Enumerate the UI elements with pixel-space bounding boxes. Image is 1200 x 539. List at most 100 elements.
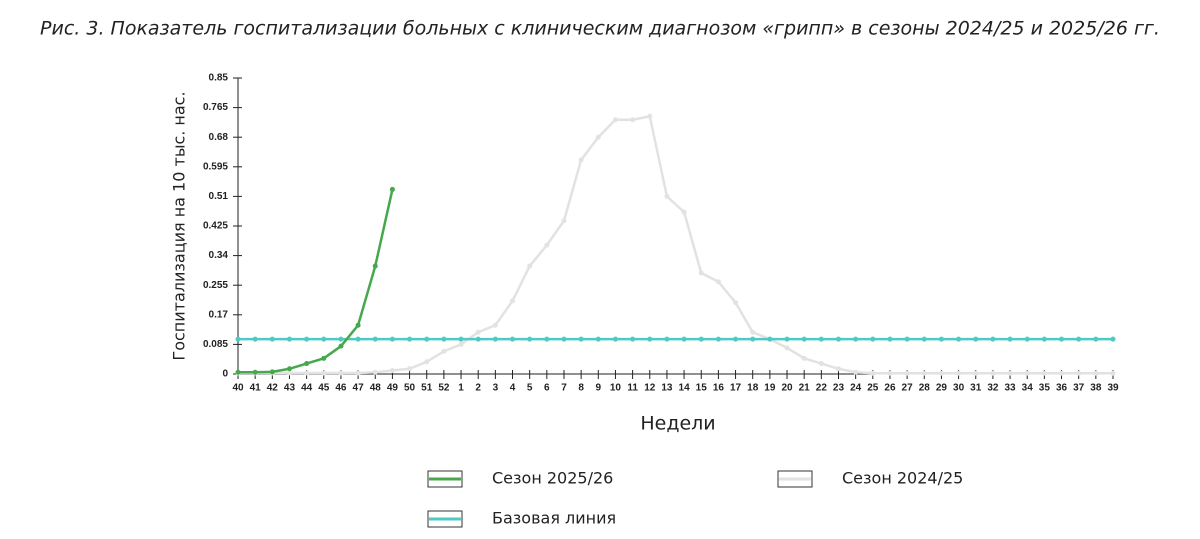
x-tick-label: 23 — [833, 383, 845, 394]
point — [355, 322, 361, 328]
x-tick-label: 39 — [1107, 383, 1119, 394]
point — [338, 336, 344, 342]
point — [475, 336, 481, 342]
point — [1110, 336, 1116, 342]
x-tick-label: 49 — [387, 383, 399, 394]
x-tick-label: 48 — [370, 383, 382, 394]
point — [630, 336, 636, 342]
point — [1024, 336, 1030, 342]
x-tick-label: 45 — [318, 383, 330, 394]
point — [956, 336, 962, 342]
point — [1093, 336, 1099, 342]
point — [458, 341, 464, 347]
point — [527, 263, 533, 269]
x-tick-label: 30 — [953, 383, 965, 394]
point — [921, 370, 927, 376]
x-tick-label: 12 — [644, 383, 656, 394]
point — [904, 336, 910, 342]
point — [1059, 370, 1065, 376]
x-tick-label: 25 — [867, 383, 879, 394]
x-tick-label: 31 — [970, 383, 982, 394]
point — [407, 366, 413, 372]
legend-label: Сезон 2024/25 — [842, 469, 963, 488]
point — [492, 336, 498, 342]
point — [853, 336, 859, 342]
x-tick-label: 22 — [816, 383, 828, 394]
y-tick-label: 0.34 — [209, 250, 229, 261]
point — [595, 134, 601, 140]
legend-label: Базовая линия — [492, 509, 616, 528]
point — [304, 361, 310, 367]
point — [870, 370, 876, 376]
point — [1007, 336, 1013, 342]
point — [698, 270, 704, 276]
point — [1059, 336, 1065, 342]
x-tick-label: 52 — [438, 383, 450, 394]
point — [355, 336, 361, 342]
point — [235, 336, 241, 342]
x-tick-label: 2 — [475, 383, 481, 394]
point — [441, 336, 447, 342]
point — [338, 370, 344, 376]
point — [1007, 370, 1013, 376]
point — [681, 209, 687, 215]
y-tick-label: 0.85 — [209, 73, 229, 84]
point — [372, 263, 378, 269]
x-tick-label: 28 — [919, 383, 931, 394]
point — [407, 336, 413, 342]
point — [921, 336, 927, 342]
y-tick-label: 0.68 — [209, 132, 229, 143]
x-tick-label: 20 — [781, 383, 793, 394]
point — [544, 336, 550, 342]
point — [818, 336, 824, 342]
point — [544, 242, 550, 248]
point — [1076, 336, 1082, 342]
point — [715, 279, 721, 285]
y-tick-label: 0.425 — [203, 221, 228, 232]
point — [647, 113, 653, 119]
point — [286, 366, 292, 372]
point — [321, 336, 327, 342]
point — [990, 336, 996, 342]
point — [389, 186, 395, 192]
point — [304, 370, 310, 376]
point — [561, 336, 567, 342]
x-tick-label: 13 — [661, 383, 673, 394]
point — [835, 336, 841, 342]
point — [1076, 370, 1082, 376]
x-tick-label: 27 — [902, 383, 914, 394]
x-tick-label: 17 — [730, 383, 742, 394]
point — [1110, 370, 1116, 376]
point — [801, 336, 807, 342]
x-axis-label: Недели — [640, 413, 715, 435]
x-tick-label: 36 — [1056, 383, 1068, 394]
point — [835, 366, 841, 372]
point — [389, 368, 395, 374]
point — [372, 336, 378, 342]
point — [286, 336, 292, 342]
x-tick-label: 46 — [335, 383, 347, 394]
x-tick-label: 4 — [510, 383, 516, 394]
point — [938, 336, 944, 342]
y-tick-label: 0 — [222, 369, 228, 380]
point — [235, 369, 241, 375]
point — [510, 298, 516, 304]
point — [630, 117, 636, 123]
x-tick-label: 1 — [458, 383, 464, 394]
x-tick-label: 16 — [713, 383, 725, 394]
chart-title: Рис. 3. Показатель госпитализации больны… — [40, 18, 1160, 40]
legend-label: Сезон 2025/26 — [492, 469, 613, 488]
x-tick-label: 29 — [936, 383, 948, 394]
point — [578, 336, 584, 342]
point — [424, 336, 430, 342]
point — [355, 370, 361, 376]
point — [1093, 370, 1099, 376]
point — [715, 336, 721, 342]
x-tick-label: 35 — [1039, 383, 1051, 394]
x-tick-label: 10 — [610, 383, 622, 394]
point — [286, 370, 292, 376]
point — [887, 336, 893, 342]
series-line — [238, 189, 394, 374]
point — [1041, 370, 1047, 376]
